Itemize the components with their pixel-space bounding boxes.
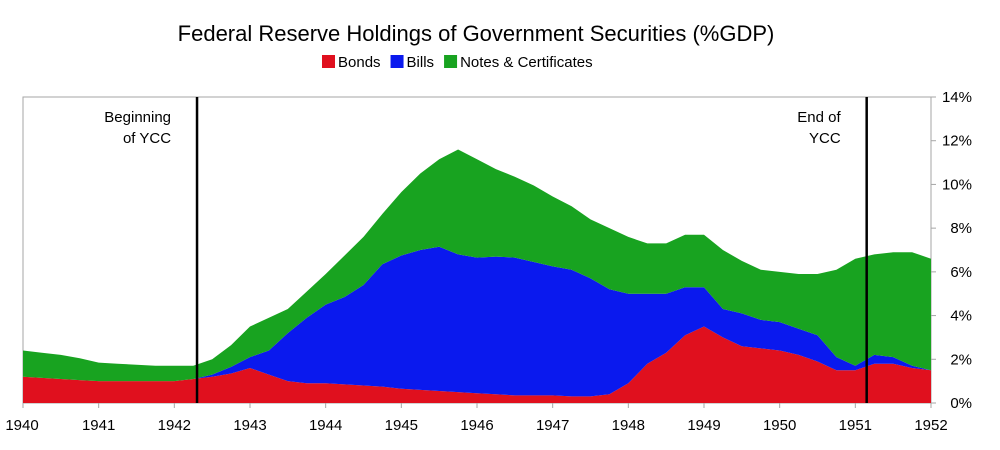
annotation-text: YCC (809, 130, 841, 147)
x-tick-label: 1945 (385, 417, 418, 434)
y-tick-label: 2% (950, 351, 972, 368)
x-axis: 1940 1941 1942 1943 1944 1945 1946 1947 1948 1949… (5, 403, 948, 434)
x-tick-label: 1946 (460, 417, 493, 434)
annotations: Beginning of YCC End of YCC (104, 109, 841, 147)
legend-label: Notes & Certificates (460, 54, 593, 71)
annotation-text: of YCC (123, 130, 171, 147)
x-tick-label: 1941 (82, 417, 115, 434)
legend-swatch (444, 55, 458, 68)
chart-title: Federal Reserve Holdings of Government S… (178, 21, 775, 46)
y-tick-label: 8% (950, 220, 972, 237)
x-tick-label: 1951 (839, 417, 872, 434)
x-tick-label: 1944 (309, 417, 342, 434)
areas (23, 149, 931, 403)
y-tick-label: 0% (950, 395, 972, 412)
x-tick-label: 1947 (536, 417, 569, 434)
y-tick-label: 12% (942, 133, 972, 150)
legend-swatch (322, 55, 335, 68)
annotation-text: End of (797, 109, 841, 126)
area-notes-certificates (23, 149, 931, 382)
legend-label: Bonds (338, 54, 381, 71)
area-bills (23, 246, 931, 397)
x-tick-label: 1950 (763, 417, 796, 434)
ycc-lines (195, 97, 868, 403)
x-tick-label: 1949 (687, 417, 720, 434)
x-tick-label: 1943 (233, 417, 266, 434)
x-tick-label: 1952 (914, 417, 947, 434)
annotation-text: Beginning (104, 109, 171, 126)
legend: Bonds Bills Notes & Certificates (322, 54, 593, 71)
y-tick-label: 6% (950, 264, 972, 281)
legend-swatch (390, 55, 404, 68)
y-tick-label: 10% (942, 176, 972, 193)
y-tick-label: 4% (950, 308, 972, 325)
area-bonds (23, 326, 931, 403)
y-axis: 0% 2% 4% 6% 8% 10% 12% 14% (931, 89, 972, 412)
y-tick-label: 14% (942, 89, 972, 106)
x-tick-label: 1940 (5, 417, 38, 434)
x-tick-label: 1948 (612, 417, 645, 434)
x-tick-label: 1942 (158, 417, 191, 434)
legend-label: Bills (407, 54, 435, 71)
